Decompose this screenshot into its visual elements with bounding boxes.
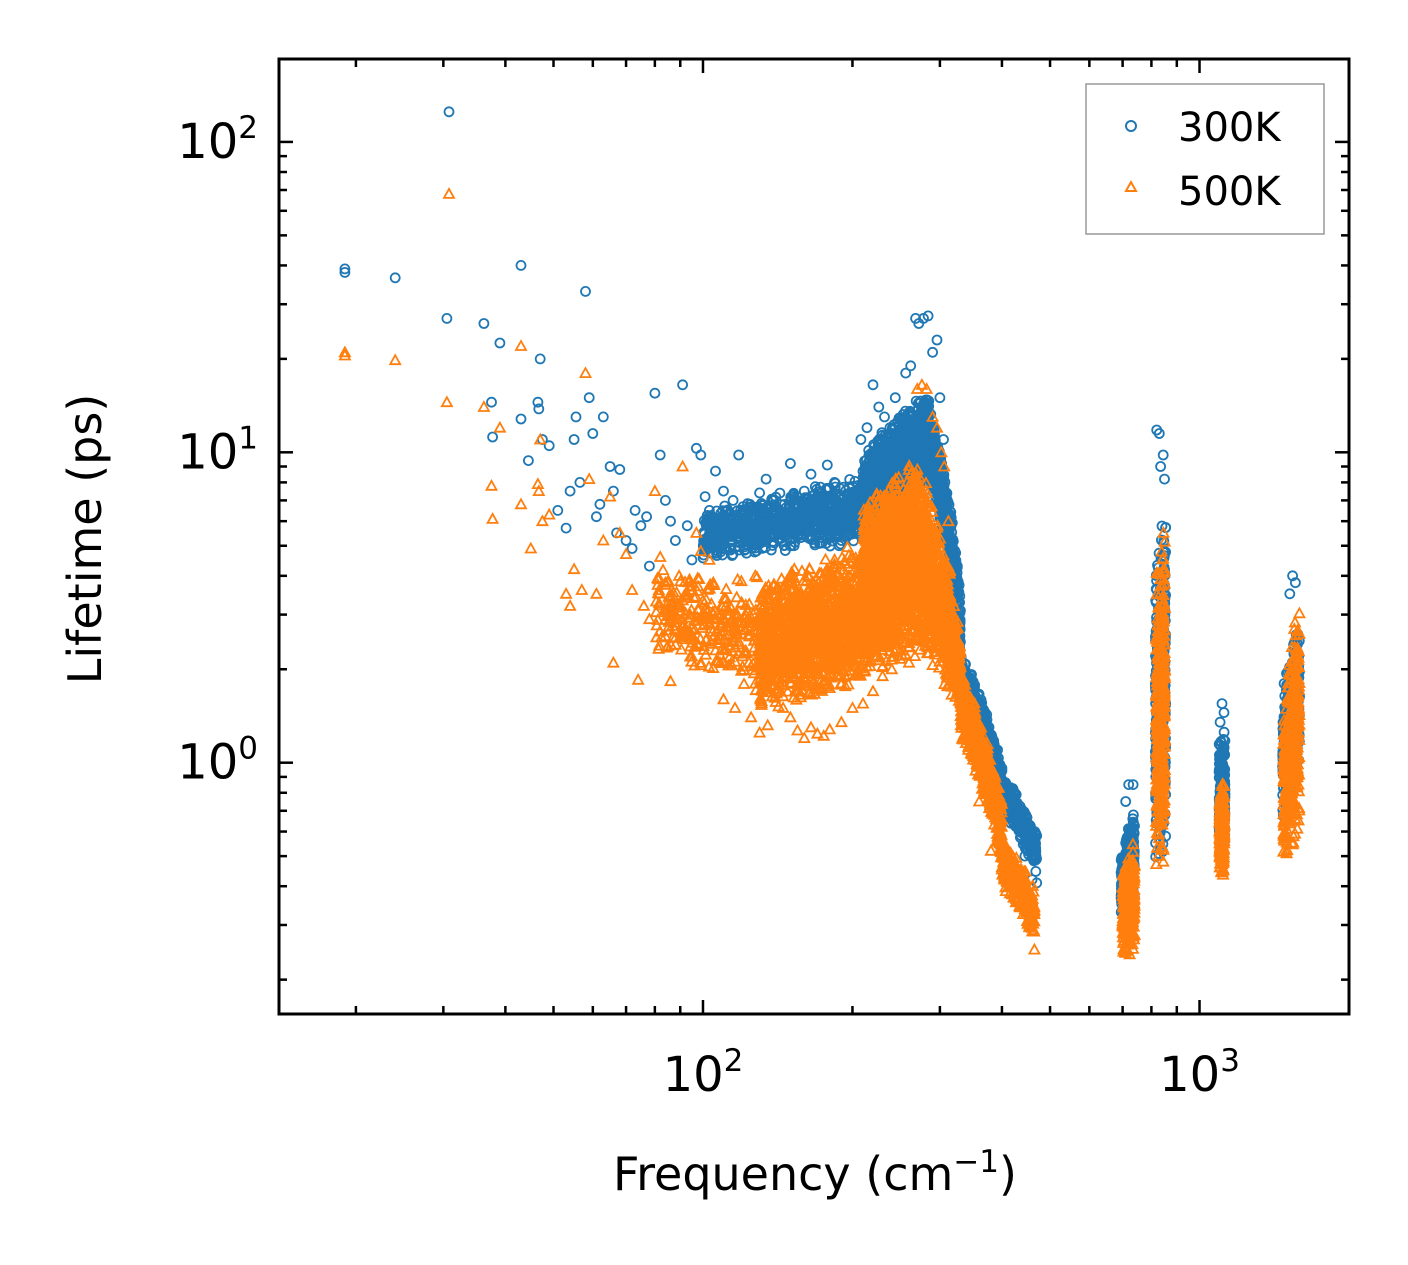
point-300k-band0-879 [810, 527, 822, 539]
point-300k-band0-876 [702, 512, 714, 523]
point-300k-band0-824 [759, 517, 771, 529]
point-300k-band0-886 [812, 520, 823, 532]
point-300k-band0-671 [779, 539, 791, 551]
point-300k-band0-874 [763, 525, 775, 537]
point-300k-band0-896 [844, 527, 856, 539]
point-300k-band0-863 [815, 481, 826, 493]
point-300k-band0-875 [836, 506, 848, 517]
point-300k-band0-893 [789, 536, 801, 548]
point-300k-band0-783 [749, 542, 761, 554]
point-300k-band0-862 [792, 509, 804, 521]
point-300k-band0-536 [804, 533, 816, 544]
point-300k-band0-884 [822, 483, 834, 495]
point-300k-band0-856 [757, 536, 769, 548]
point-300k-band0-844 [826, 491, 838, 503]
point-300k-band0-859 [809, 481, 821, 493]
point-300k-band0-899 [741, 521, 753, 533]
point-300k-band0-753 [824, 540, 836, 552]
point-300k-band0-880 [844, 522, 855, 534]
point-300k-band0-779 [719, 500, 731, 512]
point-300k-band0-864 [718, 529, 729, 541]
point-300k-band0-717 [726, 550, 738, 561]
point-300k-band0-828 [760, 501, 772, 513]
point-300k-band0-754 [810, 531, 822, 543]
point-300k-band0-837 [834, 483, 846, 494]
point-300k-band0-882 [806, 497, 817, 509]
point-300k-band0-873 [801, 513, 813, 525]
point-300k-band0-820 [790, 494, 802, 506]
point-300k-band0-860 [835, 517, 846, 529]
point-300k-band0-885 [706, 521, 718, 533]
point-300k-band0-869 [742, 498, 753, 510]
point-300k-band0-892 [774, 527, 786, 538]
point-300k-band0-898 [720, 505, 731, 517]
point-300k-band0-891 [756, 514, 768, 526]
point-300k-band0-786 [836, 490, 848, 502]
point-300k-band0-711 [733, 537, 745, 548]
data-points-layer [338, 106, 1306, 960]
point-300k-band0-870 [805, 519, 816, 530]
